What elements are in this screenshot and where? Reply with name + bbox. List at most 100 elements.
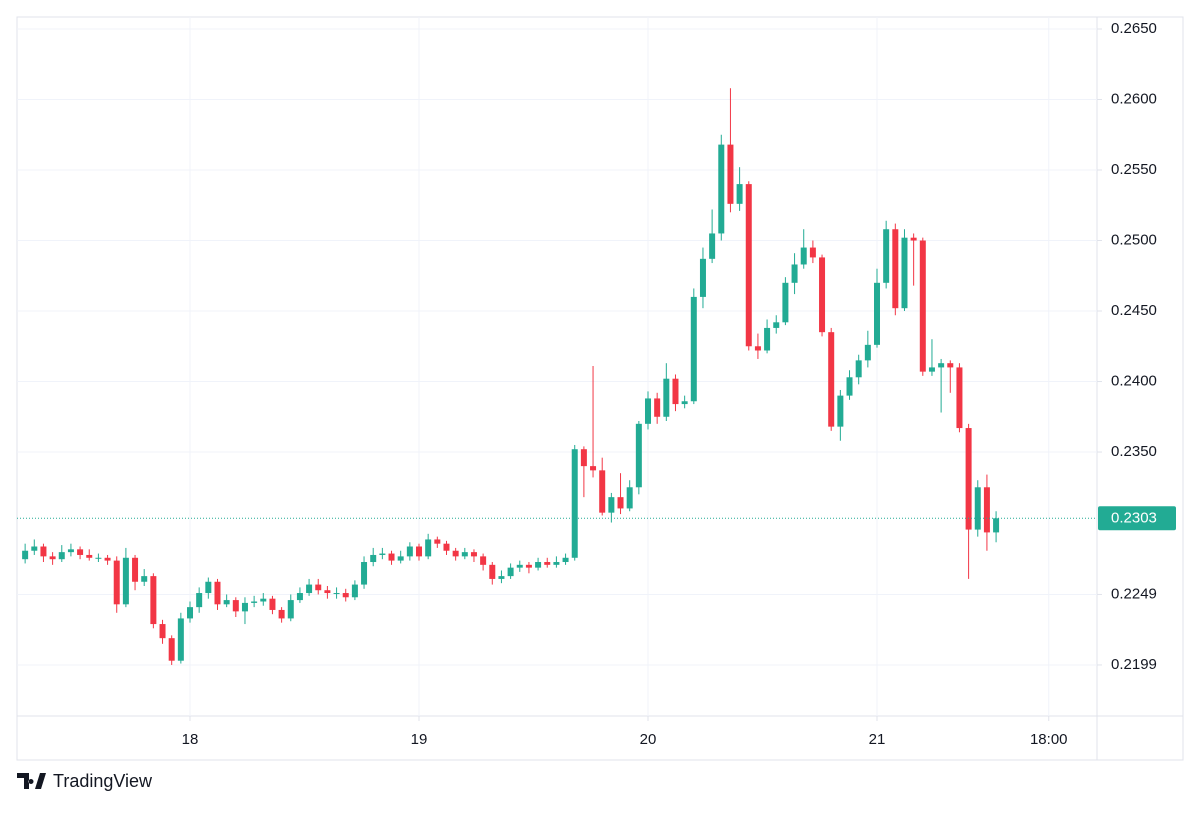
- candle-body: [77, 549, 84, 555]
- candle-body: [553, 562, 560, 565]
- candle-body: [956, 367, 963, 429]
- candle-body: [351, 584, 358, 598]
- candle-body: [388, 553, 395, 561]
- candle-body: [910, 237, 917, 241]
- candle-body: [663, 378, 670, 417]
- candle-body: [177, 618, 184, 661]
- candle-body: [690, 296, 697, 402]
- candle-body: [306, 584, 313, 594]
- logo-icon: [17, 773, 46, 789]
- candle-body: [49, 556, 56, 560]
- candle-body: [31, 546, 38, 551]
- candle-body: [535, 562, 542, 568]
- candle-body: [791, 264, 798, 283]
- candle-body: [947, 363, 954, 368]
- candle-body: [132, 557, 139, 582]
- candle-body: [397, 556, 404, 561]
- candle-body: [745, 184, 752, 347]
- candle-body: [150, 576, 157, 625]
- candle-body: [901, 237, 908, 309]
- candle-body: [296, 593, 303, 601]
- candles: [17, 88, 1097, 665]
- candle-body: [864, 344, 871, 361]
- candle-body: [764, 327, 771, 351]
- candle-body: [67, 549, 74, 553]
- y-tick-label: 0.2350: [1111, 443, 1157, 460]
- candle-body: [544, 562, 551, 565]
- candle-body: [324, 590, 331, 594]
- candle-body: [470, 552, 477, 557]
- candle-body: [800, 247, 807, 265]
- candle-body: [187, 607, 194, 619]
- candle-body: [22, 550, 29, 560]
- candle-body: [251, 601, 258, 603]
- candle-body: [846, 377, 853, 396]
- candle-body: [525, 564, 532, 568]
- candle-body: [122, 557, 129, 605]
- candle-body: [672, 378, 679, 405]
- candle-body: [617, 497, 624, 509]
- candle-body: [626, 487, 633, 509]
- candle-body: [113, 560, 120, 605]
- y-tick-label: 0.2600: [1111, 90, 1157, 107]
- candle-body: [489, 564, 496, 579]
- x-tick-label: 18:00: [1030, 731, 1068, 748]
- candle-body: [773, 322, 780, 328]
- candle-body: [580, 449, 587, 467]
- candle-body: [95, 557, 102, 559]
- candle-body: [754, 346, 761, 351]
- candle-body: [278, 609, 285, 619]
- candle-body: [837, 395, 844, 427]
- candle-body: [782, 282, 789, 323]
- candle-body: [507, 567, 514, 577]
- candle-body: [608, 497, 615, 513]
- candle-body: [993, 518, 1000, 533]
- candle-body: [443, 543, 450, 551]
- candle-body: [361, 562, 368, 585]
- candle-body: [654, 398, 661, 417]
- candle-body: [40, 546, 47, 557]
- candle-body: [809, 247, 816, 258]
- y-tick-label: 0.2650: [1111, 20, 1157, 37]
- grid: [17, 17, 1102, 721]
- candle-body: [819, 257, 826, 333]
- candle-body: [214, 581, 221, 605]
- candle-body: [480, 556, 487, 565]
- x-tick-label: 21: [869, 731, 886, 748]
- candle-body: [196, 593, 203, 608]
- candle-body: [141, 576, 148, 582]
- candle-body: [736, 184, 743, 204]
- candle-body: [974, 487, 981, 530]
- chart-frame: [16, 16, 1184, 761]
- candle-body: [434, 539, 441, 544]
- candle-body: [571, 449, 578, 558]
- candle-body: [416, 546, 423, 557]
- candle-body: [681, 401, 688, 405]
- candle-body: [315, 584, 322, 591]
- x-tick-label: 18: [182, 731, 199, 748]
- y-tick-label: 0.2550: [1111, 161, 1157, 178]
- logo: TradingView: [17, 771, 153, 791]
- candle-body: [599, 470, 606, 513]
- candle-body: [223, 600, 230, 605]
- candle-body: [635, 423, 642, 488]
- candle-body: [406, 546, 413, 557]
- labels: 0.2650 0.2600 0.2550 0.2500 0.2450 0.2400 0.23…: [182, 20, 1176, 748]
- candle-body: [104, 557, 111, 561]
- x-tick-label: 20: [640, 731, 657, 748]
- candle-body: [983, 487, 990, 533]
- candle-body: [928, 367, 935, 372]
- y-tick-label: 0.2199: [1111, 656, 1157, 673]
- candle-body: [159, 624, 166, 639]
- candle-body: [590, 466, 597, 471]
- candle-body: [452, 550, 459, 557]
- candle-body: [370, 554, 377, 563]
- y-tick-label: 0.2450: [1111, 302, 1157, 319]
- candle-body: [727, 144, 734, 204]
- candle-body: [709, 233, 716, 259]
- candle-body: [232, 600, 239, 612]
- candle-body: [168, 638, 175, 661]
- candle-body: [938, 363, 945, 368]
